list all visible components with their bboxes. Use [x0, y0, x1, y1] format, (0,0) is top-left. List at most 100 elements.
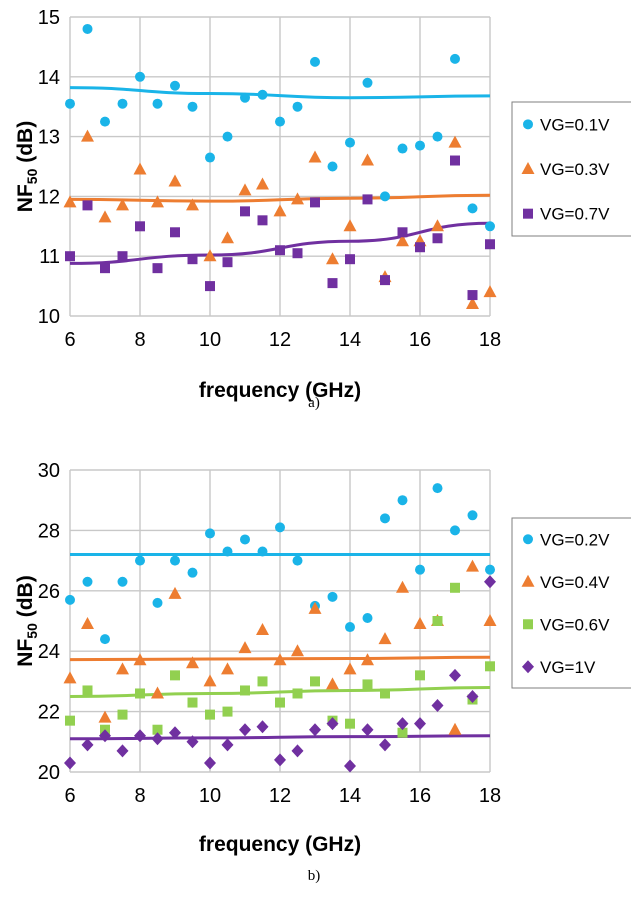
data-point	[362, 679, 373, 690]
data-point	[432, 616, 443, 626]
legend-label: VG=0.2V	[540, 530, 610, 549]
data-point	[484, 575, 496, 589]
data-point	[168, 174, 182, 187]
x-axis-label: frequency (GHz)	[199, 833, 361, 856]
data-point	[466, 690, 479, 703]
data-point	[275, 116, 285, 127]
data-point	[168, 586, 182, 599]
data-point	[326, 677, 339, 690]
y-tick-label: 28	[38, 520, 60, 542]
data-point	[448, 135, 462, 148]
data-point	[135, 71, 145, 82]
data-point	[415, 670, 425, 681]
x-tick-label: 18	[479, 329, 501, 351]
data-point	[414, 717, 426, 731]
y-tick-label: 20	[38, 762, 60, 784]
data-point	[361, 153, 374, 166]
data-point	[170, 227, 180, 238]
data-point	[396, 717, 409, 731]
data-point	[238, 183, 252, 196]
legend-marker	[523, 534, 533, 545]
data-point	[133, 653, 147, 666]
x-tick-label: 16	[409, 329, 431, 351]
data-point	[186, 735, 199, 749]
data-point	[186, 198, 199, 211]
legend: VG=0.1V VG=0.3V VG=0.7V	[511, 101, 631, 237]
data-point	[133, 162, 147, 175]
legend-marker	[521, 574, 535, 587]
data-point	[257, 546, 268, 557]
data-point	[222, 706, 233, 717]
data-point	[152, 98, 163, 109]
data-point	[467, 290, 478, 301]
data-point	[379, 738, 391, 752]
data-point	[413, 617, 427, 630]
data-point	[450, 525, 460, 536]
data-point	[308, 150, 322, 163]
data-point	[273, 204, 287, 217]
data-point	[240, 92, 250, 103]
data-point	[274, 753, 286, 767]
data-point	[81, 738, 94, 752]
data-point	[273, 653, 287, 666]
data-point	[169, 726, 181, 740]
data-point	[205, 709, 215, 720]
data-point	[361, 653, 374, 666]
data-point	[238, 641, 252, 654]
data-point	[467, 510, 478, 521]
x-tick-label: 10	[199, 785, 221, 807]
data-point	[222, 257, 233, 268]
data-point	[256, 720, 269, 734]
y-tick-label: 15	[38, 7, 60, 29]
data-point	[221, 738, 234, 752]
data-point	[292, 555, 303, 566]
data-point	[449, 668, 461, 682]
data-point	[310, 56, 320, 67]
data-point	[327, 591, 338, 602]
data-point	[187, 101, 198, 112]
data-point	[431, 699, 444, 713]
y-tick-label: 30	[38, 460, 60, 482]
data-point	[240, 206, 250, 217]
data-point	[362, 194, 373, 205]
data-point	[291, 192, 304, 205]
legend-label: VG=0.1V	[540, 115, 610, 134]
data-point	[308, 601, 322, 614]
x-tick-label: 14	[339, 329, 361, 351]
data-point	[432, 483, 443, 494]
chart-panel-1: 6 8 10 12 14 16 18 10 11 12 13 14 15 frequency (GHz) N…	[14, 7, 631, 411]
data-point	[65, 594, 75, 605]
data-point	[327, 161, 338, 172]
data-point	[240, 685, 250, 696]
data-point	[344, 759, 356, 773]
data-point	[100, 634, 110, 645]
data-point	[116, 198, 129, 211]
legend-marker	[523, 119, 533, 130]
data-point	[205, 281, 215, 292]
data-point	[448, 722, 462, 735]
data-point	[432, 131, 443, 142]
data-point	[82, 23, 93, 34]
data-point	[466, 297, 479, 310]
data-point	[326, 717, 339, 731]
data-point	[380, 191, 390, 202]
data-point	[310, 197, 320, 208]
data-point	[483, 285, 497, 298]
y-axis-label: NF50 (dB)	[14, 575, 40, 666]
x-tick-label: 8	[134, 785, 145, 807]
data-point	[221, 662, 234, 675]
legend-marker	[522, 660, 534, 674]
data-point	[64, 756, 76, 770]
data-point	[63, 195, 77, 208]
x-tick-label: 6	[64, 329, 75, 351]
data-point	[135, 688, 145, 699]
data-point	[310, 676, 320, 687]
data-point	[380, 688, 390, 699]
data-point	[257, 676, 268, 687]
legend: VG=0.2V VG=0.4V VG=0.6V VG=1V	[511, 517, 631, 689]
data-point	[485, 221, 495, 232]
data-point	[186, 656, 199, 669]
data-point	[152, 263, 163, 274]
figure-caption: a)	[308, 395, 320, 411]
